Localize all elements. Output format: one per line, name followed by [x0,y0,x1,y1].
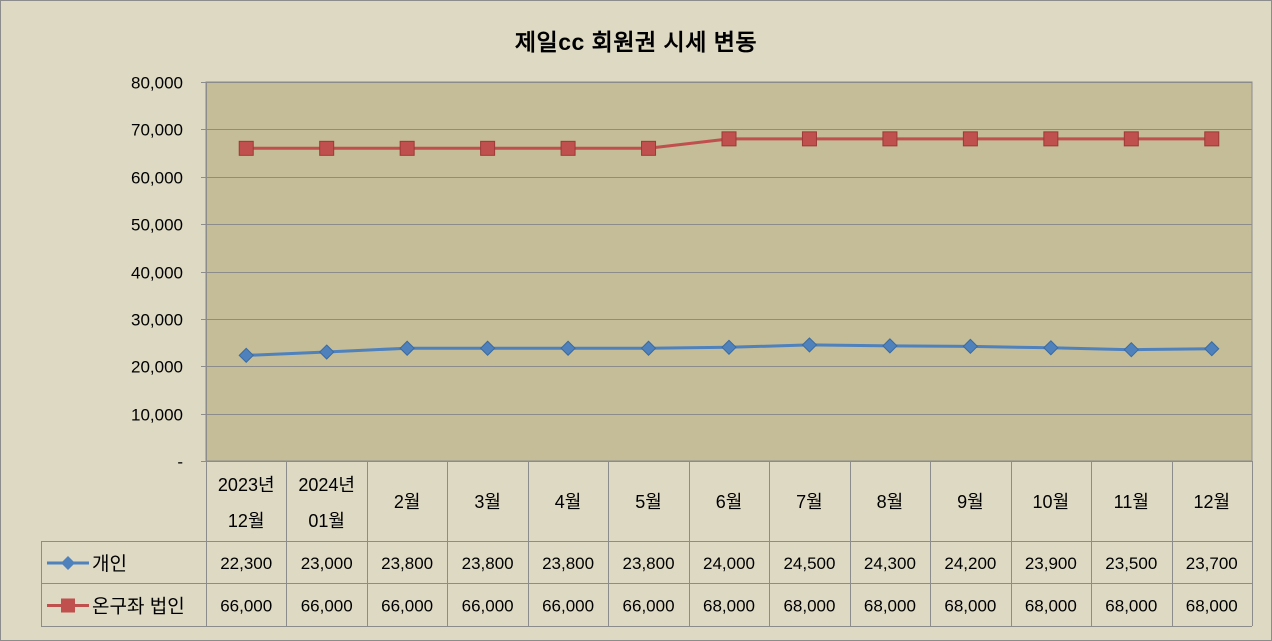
x-category-label: 6월 [716,492,743,512]
data-point [962,131,978,147]
data-point [1123,341,1140,358]
data-point [1204,341,1220,357]
x-category-label: 10월 [1033,492,1070,512]
data-table-value: 68,000 [944,597,996,616]
data-point [882,131,898,147]
legend-label: 온구좌 법인 [92,596,185,618]
data-table-value: 68,000 [783,597,835,616]
x-category-label: 8월 [877,492,904,512]
y-tick-label: 30,000 [131,311,183,330]
data-table-value: 66,000 [381,597,433,616]
data-table-value: 68,000 [1025,597,1077,616]
x-category-label: 5월 [635,492,662,512]
data-point [801,131,817,147]
data-point [962,338,979,355]
data-table-value: 23,500 [1105,554,1157,573]
data-point [560,340,576,356]
data-table-value: 23,000 [301,554,353,573]
data-point [238,347,254,364]
data-table-value: 24,500 [783,554,835,573]
data-table-value: 66,000 [220,597,272,616]
data-point [640,340,657,356]
data-point [560,140,576,156]
x-category-label: 3월 [474,492,501,512]
data-point [1204,131,1220,147]
data-table-value: 22,300 [220,554,272,573]
data-point [882,338,898,354]
data-point [318,344,335,360]
data-table-value: 68,000 [864,597,916,616]
data-table-value: 24,300 [864,554,916,573]
y-tick-label: 60,000 [131,169,183,188]
data-table-value: 66,000 [623,597,675,616]
data-point [480,140,496,156]
data-table-value: 23,800 [381,554,433,573]
data-point [721,339,737,356]
data-table-value: 23,800 [542,554,594,573]
data-point [238,140,254,156]
chart-title: 제일cc 회원권 시세 변동 [514,29,758,55]
x-category-label: 11월 [1114,492,1149,512]
data-table-value: 66,000 [301,597,353,616]
x-category-label: 4월 [555,492,582,512]
data-table-value: 24,000 [703,554,755,573]
data-table-value: 66,000 [542,597,594,616]
x-category-label: 9월 [957,492,984,512]
data-table-value: 68,000 [1186,597,1238,616]
data-point [1043,131,1059,147]
x-category-label: 2023년 [218,475,275,495]
legend-label: 개인 [92,553,127,575]
y-tick-label: 40,000 [131,264,183,283]
data-table-value: 68,000 [703,597,755,616]
legend-marker [61,598,75,613]
x-category-label: 2월 [394,492,421,512]
x-category-label: 12월 [1193,492,1230,512]
x-category-label: 01월 [308,511,345,531]
data-table-value: 24,200 [944,554,996,573]
y-tick-label: - [177,453,183,472]
data-table-value: 23,900 [1025,554,1077,573]
data-point [319,140,335,156]
data-table-value: 66,000 [462,597,514,616]
data-point [399,340,415,356]
data-point [479,340,496,356]
data-point [399,140,415,156]
y-tick-label: 10,000 [131,406,183,425]
x-category-label: 12월 [228,511,265,531]
data-table-value: 23,800 [462,554,514,573]
data-point [641,140,657,156]
data-point [1043,340,1059,356]
data-point [801,337,818,353]
y-tick-label: 70,000 [131,121,183,140]
data-table-value: 68,000 [1105,597,1157,616]
x-category-label: 2024년 [298,475,355,495]
data-point [1123,131,1139,147]
y-tick-label: 80,000 [131,74,183,93]
y-tick-label: 50,000 [131,216,183,235]
data-point [721,131,737,147]
y-tick-label: 20,000 [131,358,183,377]
x-category-label: 7월 [796,492,823,512]
data-table-value: 23,800 [623,554,675,573]
data-table-value: 23,700 [1186,554,1238,573]
legend-marker [61,556,75,570]
